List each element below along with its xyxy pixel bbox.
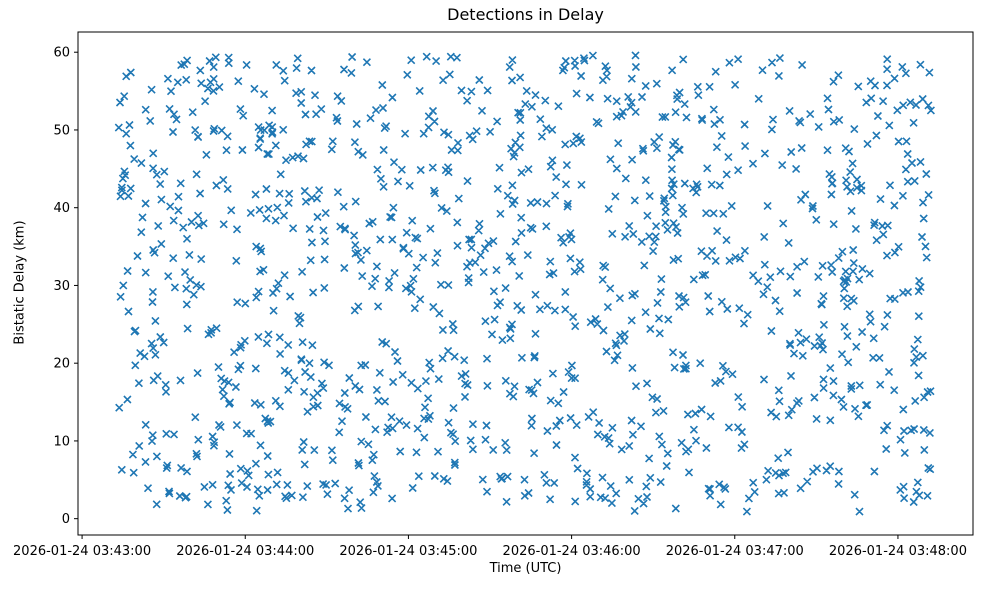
chart-title: Detections in Delay: [447, 5, 604, 24]
x-tick-label: 2026-01-24 03:44:00: [176, 544, 314, 559]
y-tick-label: 0: [62, 512, 70, 527]
y-tick-label: 10: [53, 434, 70, 449]
y-tick-label: 30: [53, 279, 70, 294]
y-tick-label: 20: [53, 357, 70, 372]
x-tick-label: 2026-01-24 03:46:00: [503, 544, 641, 559]
x-tick-label: 2026-01-24 03:45:00: [339, 544, 477, 559]
scatter-points: [114, 51, 935, 516]
x-tick-label: 2026-01-24 03:48:00: [829, 544, 967, 559]
x-tick-label: 2026-01-24 03:47:00: [666, 544, 804, 559]
x-axis-label: Time (UTC): [489, 561, 562, 576]
axes-spines: [77, 31, 974, 536]
y-tick-label: 60: [53, 46, 70, 61]
y-tick-label: 50: [53, 123, 70, 138]
y-tick-label: 40: [53, 201, 70, 216]
x-tick-label: 2026-01-24 03:43:00: [13, 544, 151, 559]
